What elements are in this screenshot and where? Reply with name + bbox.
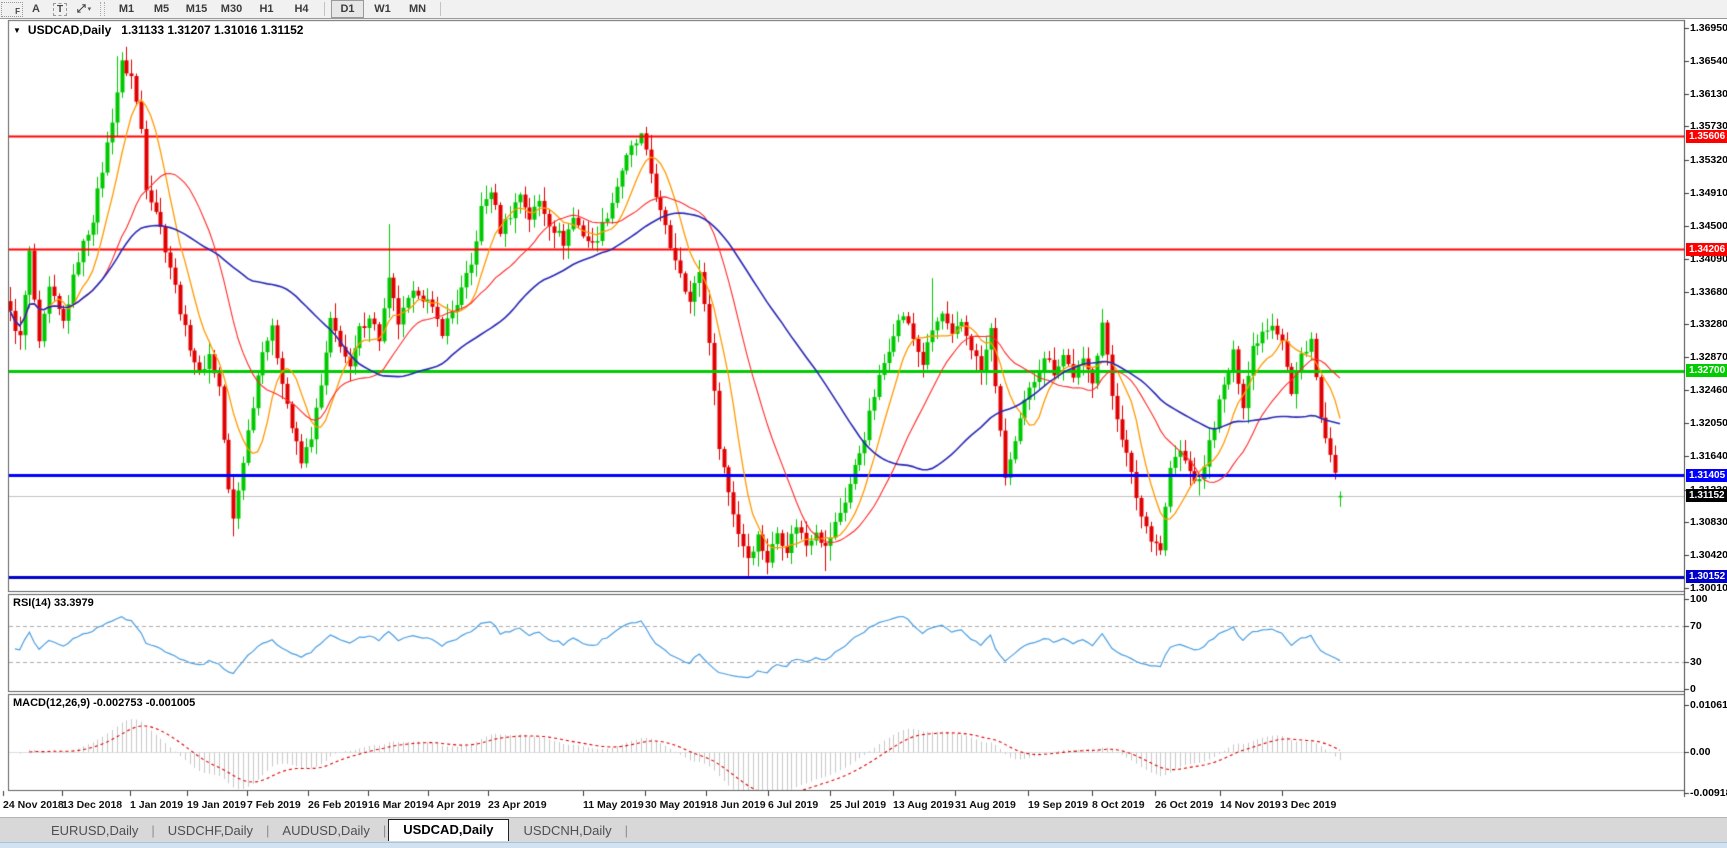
rsi-tick-label: 30 (1690, 656, 1702, 668)
price-marker-label: 1.34206 (1686, 242, 1727, 256)
date-tick-label: 25 Jul 2019 (830, 799, 887, 811)
tab-eurusd[interactable]: EURUSD,Daily (51, 822, 139, 838)
price-tick-label: 1.32870 (1690, 351, 1727, 364)
chart-menu-icon[interactable]: ▼ (13, 26, 21, 35)
macd-tick-label: -0.00918 (1690, 786, 1727, 799)
rsi-tick-label: 70 (1690, 620, 1702, 632)
price-tick-label: 1.30420 (1690, 548, 1727, 561)
rsi-value: 33.3979 (53, 597, 94, 609)
price-marker-label: 1.31405 (1686, 468, 1727, 482)
date-tick-label: 19 Sep 2019 (1028, 799, 1089, 811)
rsi-indicator-label: RSI(14) 33.3979 (13, 597, 94, 609)
chart-ohlc-values: 1.31133 1.31207 1.31016 1.31152 (121, 23, 304, 37)
macd-name: MACD(12,26,9) (13, 697, 91, 709)
price-marker-label: 1.31152 (1686, 489, 1727, 503)
tab-separator: | (624, 822, 629, 838)
tab-usdchf[interactable]: USDCHF,Daily (167, 822, 254, 838)
price-tick-label: 1.30830 (1690, 515, 1727, 528)
rsi-tick-label: 100 (1690, 593, 1708, 605)
date-tick-label: 31 Aug 2019 (955, 799, 1016, 811)
date-tick-label: 24 Nov 2018 (3, 799, 64, 811)
price-tick-label: 1.33280 (1690, 318, 1727, 331)
price-tick-label: 1.32050 (1690, 417, 1727, 430)
date-tick-label: 13 Aug 2019 (893, 799, 954, 811)
date-tick-label: 7 Feb 2019 (247, 799, 301, 811)
date-tick-label: 4 Apr 2019 (428, 799, 481, 811)
date-tick-label: 23 Apr 2019 (488, 799, 547, 811)
macd-tick-label: 0.010615 (1690, 699, 1727, 712)
date-tick-label: 18 Jun 2019 (706, 799, 766, 811)
price-tick-label: 1.32460 (1690, 384, 1727, 397)
tab-separator: | (266, 822, 270, 838)
date-tick-label: 3 Dec 2019 (1282, 799, 1337, 811)
price-tick-label: 1.34500 (1690, 219, 1727, 232)
price-tick-label: 1.30010 (1690, 582, 1727, 594)
date-tick-label: 19 Jan 2019 (187, 799, 246, 811)
chart-tab-bar: EURUSD,Daily | USDCHF,Daily | AUDUSD,Daily | U… (0, 817, 1727, 842)
macd-indicator-label: MACD(12,26,9) -0.002753 -0.001005 (13, 697, 195, 709)
date-tick-label: 30 May 2019 (645, 799, 707, 811)
date-tick-label: 16 Mar 2019 (368, 799, 428, 811)
macd-tick-label: 0.00 (1690, 746, 1711, 758)
chart-title: ▼ USDCAD,Daily 1.31133 1.31207 1.31016 1.3… (13, 23, 303, 37)
date-tick-label: 11 May 2019 (583, 799, 644, 811)
date-tick-label: 13 Dec 2018 (62, 799, 123, 811)
tab-separator: | (151, 822, 155, 838)
date-tick-label: 26 Oct 2019 (1155, 799, 1214, 811)
date-tick-label: 14 Nov 2019 (1220, 799, 1281, 811)
price-tick-label: 1.35320 (1690, 153, 1727, 166)
date-tick-label: 1 Jan 2019 (130, 799, 184, 811)
chart-symbol-label: USDCAD,Daily (27, 23, 112, 37)
price-tick-label: 1.35730 (1690, 120, 1727, 133)
price-marker-label: 1.35606 (1686, 129, 1727, 143)
status-strip (0, 842, 1727, 848)
date-tick-label: 26 Feb 2019 (308, 799, 368, 811)
rsi-tick-label: 0 (1690, 683, 1696, 695)
tab-usdcnh[interactable]: USDCNH,Daily (523, 822, 612, 838)
rsi-name: RSI(14) (13, 597, 51, 609)
date-tick-label: 6 Jul 2019 (768, 799, 819, 811)
tab-separator: | (382, 822, 387, 838)
macd-values: -0.002753 -0.001005 (93, 697, 196, 709)
price-tick-label: 1.36130 (1690, 88, 1727, 101)
price-tick-label: 1.34910 (1690, 186, 1727, 199)
tab-audusd[interactable]: AUDUSD,Daily (282, 822, 370, 838)
price-tick-label: 1.33680 (1690, 285, 1727, 298)
price-tick-label: 1.36540 (1690, 55, 1727, 68)
date-tick-label: 8 Oct 2019 (1092, 799, 1145, 811)
price-tick-label: 1.31640 (1690, 450, 1727, 463)
tab-usdcad[interactable]: USDCAD,Daily (388, 819, 509, 841)
price-tick-label: 1.36950 (1690, 22, 1727, 34)
price-marker-label: 1.30152 (1686, 570, 1727, 584)
price-marker-label: 1.32700 (1686, 364, 1727, 378)
